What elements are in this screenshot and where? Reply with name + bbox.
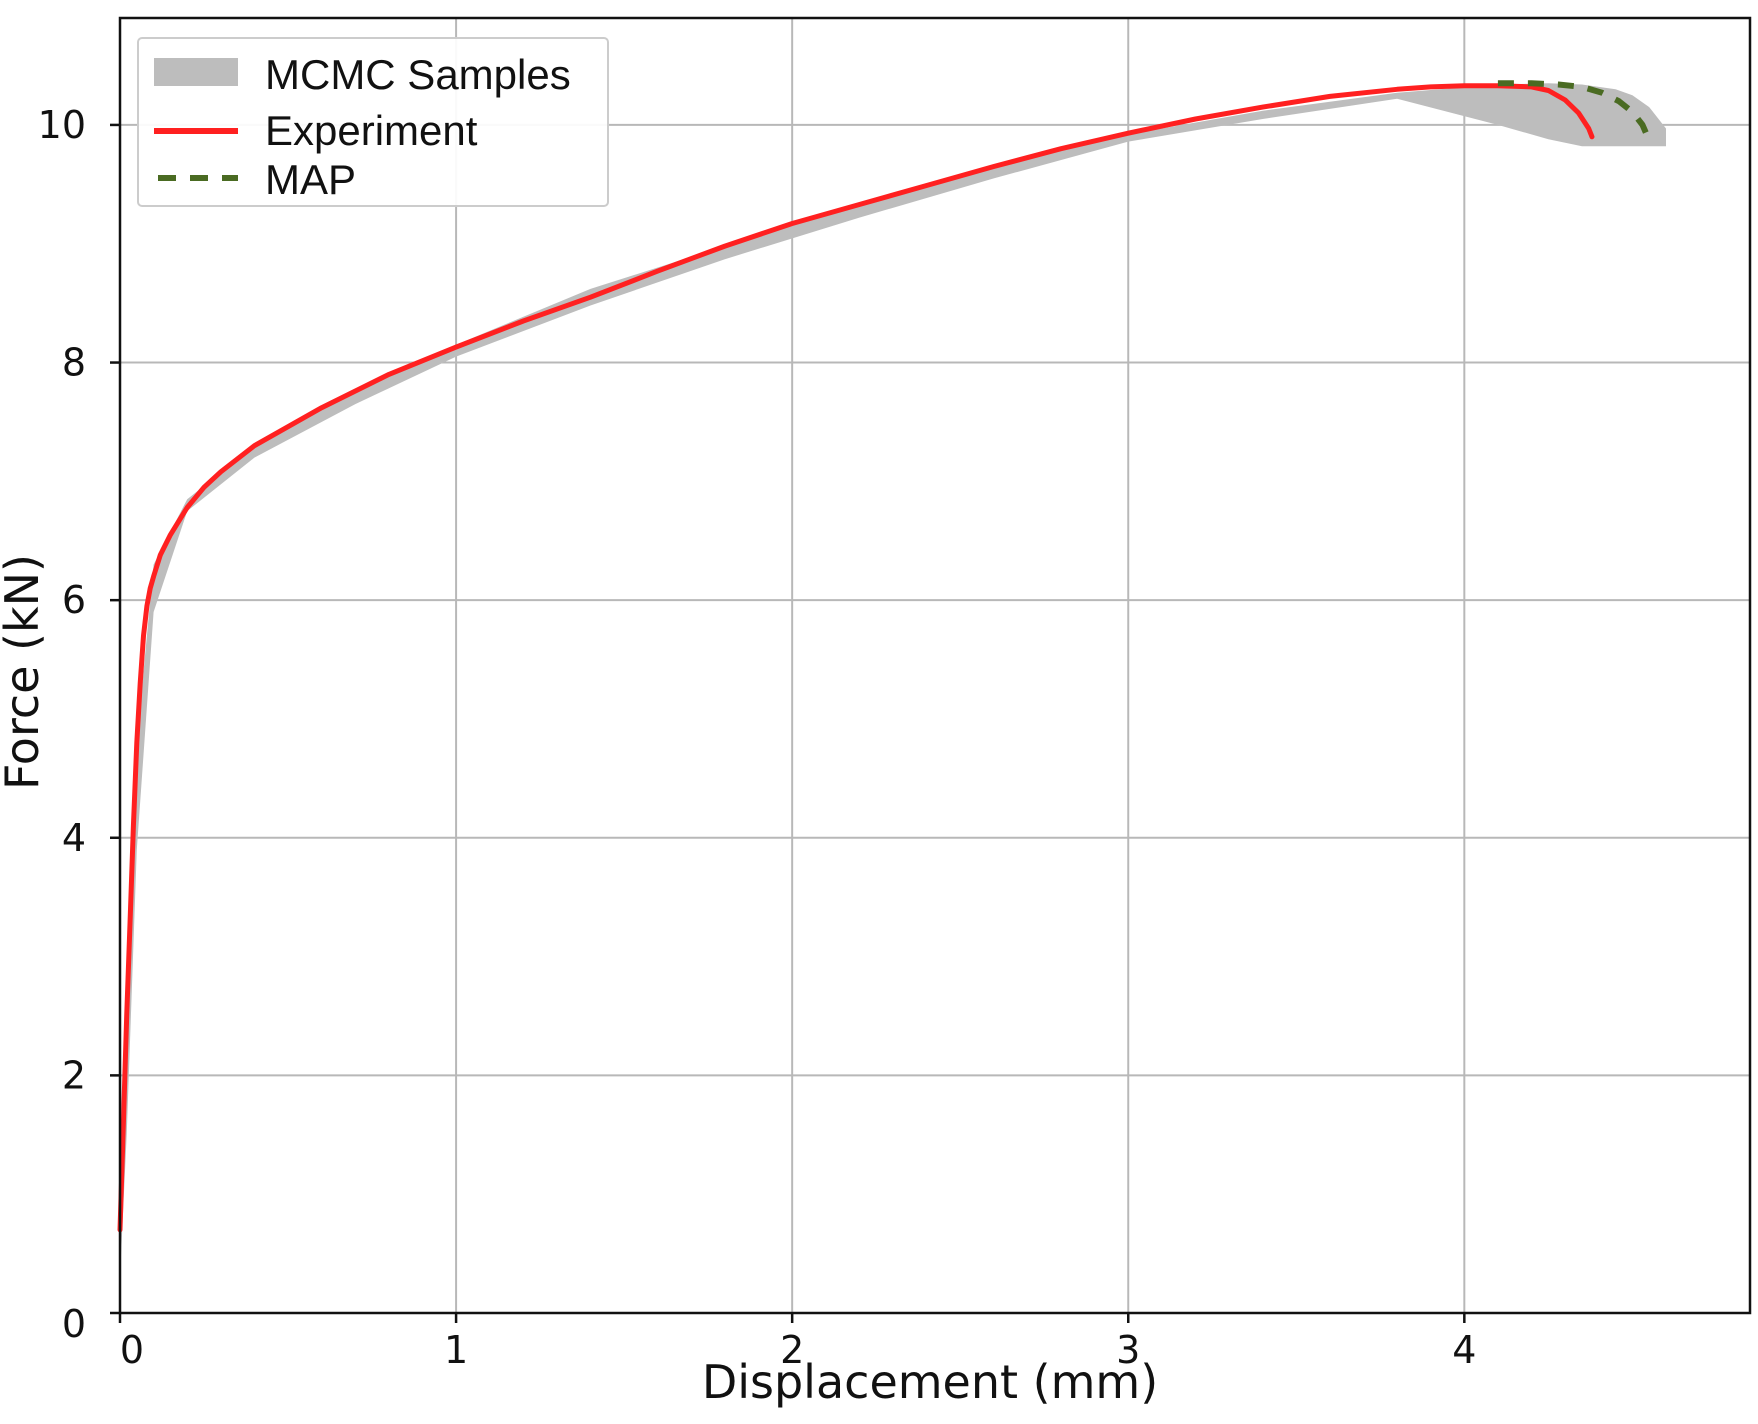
y-tick-label-4: 8 <box>62 341 86 385</box>
y-tick-label-0: 0 <box>62 1302 86 1346</box>
y-axis-label: Force (kN) <box>0 554 49 790</box>
y-tick-label-1: 2 <box>62 1053 86 1097</box>
y-tick-label-2: 4 <box>62 816 86 860</box>
x-tick-label-3: 3 <box>1116 1328 1140 1372</box>
y-axis-ticks: 0 2 4 6 8 10 <box>38 103 120 1346</box>
legend-label-map: MAP <box>265 156 356 203</box>
y-tick-label-3: 6 <box>62 578 86 622</box>
y-tick-label-5: 10 <box>38 103 86 147</box>
legend: MCMC Samples Experiment MAP <box>137 37 609 207</box>
x-axis-ticks: 0 1 2 3 4 <box>118 1313 1476 1372</box>
x-tick-label-4: 4 <box>1452 1328 1476 1372</box>
legend-label-mcmc-samples: MCMC Samples <box>265 51 571 98</box>
x-tick-label-0: 0 <box>120 1328 144 1372</box>
series-map-line <box>1497 80 1652 142</box>
series-lines <box>117 80 1652 1233</box>
x-axis-label: Displacement (mm) <box>702 1355 1158 1409</box>
legend-box <box>137 37 609 207</box>
legend-swatch-mcmc-samples <box>154 58 238 86</box>
x-tick-label-1: 1 <box>444 1328 468 1372</box>
x-tick-label-2: 2 <box>780 1328 804 1372</box>
legend-label-experiment: Experiment <box>265 107 478 154</box>
plot-frame <box>118 16 1752 1315</box>
series-experiment-line <box>117 83 1595 1233</box>
